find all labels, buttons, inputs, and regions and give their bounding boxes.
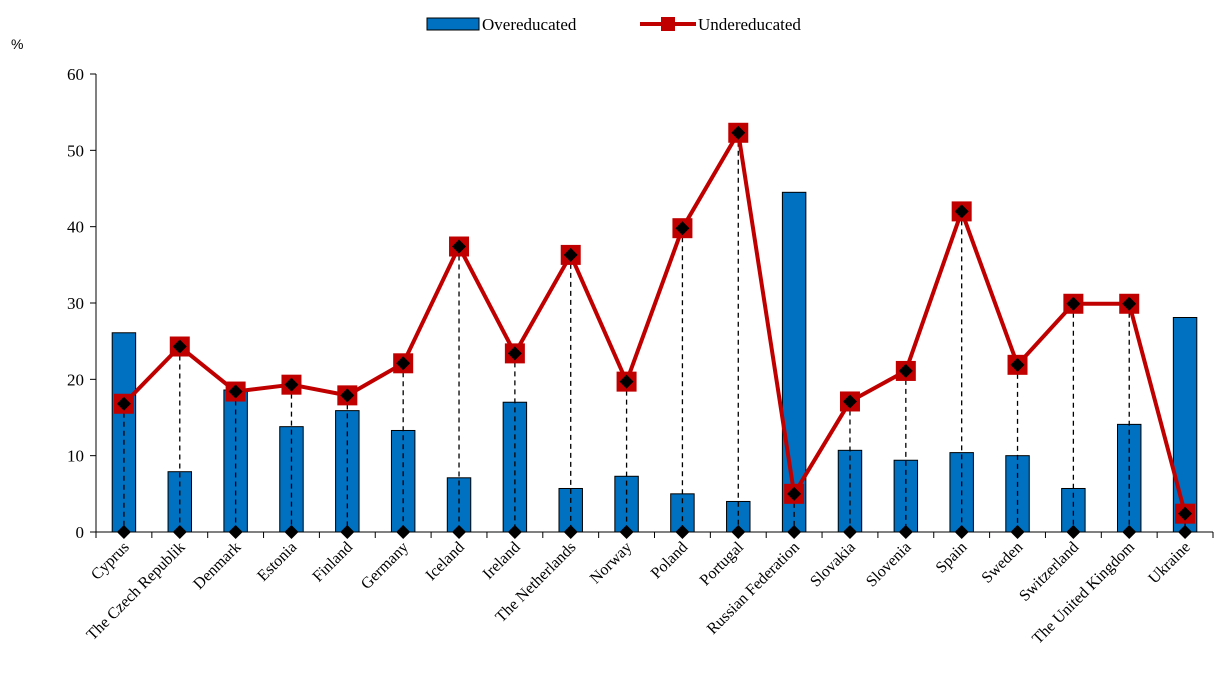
bar-7 — [502, 401, 528, 533]
point-diamond-17 — [1066, 296, 1081, 311]
base-diamond-15 — [954, 525, 969, 539]
base-diamond-11 — [731, 525, 746, 539]
y-tick-label: 20 — [67, 370, 84, 389]
point-diamond-9 — [619, 374, 634, 389]
y-tick-label: 30 — [67, 294, 84, 313]
x-tick-label-1: The Czech Republik — [84, 539, 189, 644]
base-diamond-17 — [1066, 525, 1081, 539]
point-diamond-3 — [284, 377, 299, 392]
base-markers — [116, 525, 1193, 539]
point-diamond-1 — [172, 339, 187, 354]
base-diamond-6 — [452, 525, 467, 539]
x-tick-label-19: Ukraine — [1145, 539, 1193, 587]
x-tick-label-4: Finland — [310, 539, 357, 586]
point-diamond-15 — [954, 204, 969, 219]
point-diamond-7 — [507, 346, 522, 361]
point-diamond-2 — [228, 384, 243, 399]
legend-swatch-overeducated — [426, 17, 480, 31]
legend-label-undereducated: Undereducated — [698, 15, 801, 34]
point-diamond-4 — [340, 388, 355, 403]
base-diamond-19 — [1178, 525, 1193, 539]
point-diamond-13 — [842, 394, 857, 409]
x-tick-label-14: Slovenia — [863, 539, 915, 591]
x-tick-label-9: Norway — [587, 539, 635, 587]
base-diamond-4 — [340, 525, 355, 539]
y-tick-label: 40 — [67, 218, 84, 237]
y-tick-label: 50 — [67, 141, 84, 160]
x-tick-label-5: Germany — [358, 539, 412, 593]
x-tick-label-15: Spain — [933, 539, 971, 577]
base-diamond-3 — [284, 525, 299, 539]
base-diamond-1 — [172, 525, 187, 539]
point-diamond-6 — [452, 239, 467, 254]
undereducated-series — [113, 122, 1196, 524]
bars — [111, 191, 1198, 533]
point-diamond-0 — [116, 396, 131, 411]
base-diamond-7 — [507, 525, 522, 539]
x-tick-label-12: Russian Federation — [704, 539, 803, 638]
base-diamond-13 — [842, 525, 857, 539]
x-tick-label-18: The United Kingdom — [1029, 538, 1138, 647]
x-tick-label-0: Cyprus — [88, 539, 133, 584]
base-diamond-9 — [619, 525, 634, 539]
bar-6 — [446, 477, 472, 533]
point-diamond-12 — [787, 486, 802, 501]
point-diamond-19 — [1178, 506, 1193, 521]
point-diamond-11 — [731, 125, 746, 140]
y-tick-label: 10 — [67, 447, 84, 466]
x-tick-label-13: Slovakia — [807, 539, 859, 591]
legend-label-overeducated: Overeducated — [482, 15, 577, 34]
base-diamond-10 — [675, 525, 690, 539]
point-diamond-5 — [396, 356, 411, 371]
base-diamond-12 — [787, 525, 802, 539]
point-diamond-8 — [563, 247, 578, 262]
base-diamond-8 — [563, 525, 578, 539]
bar-19 — [1172, 317, 1198, 533]
base-diamond-2 — [228, 525, 243, 539]
point-diamond-16 — [1010, 357, 1025, 372]
x-tick-label-6: Iceland — [423, 539, 468, 584]
legend-marker-undereducated — [661, 17, 675, 31]
x-tick-label-7: Ireland — [480, 539, 524, 583]
y-unit-label: % — [11, 36, 23, 52]
point-diamond-10 — [675, 221, 690, 236]
y-tick-label: 0 — [76, 523, 85, 542]
base-diamond-14 — [898, 525, 913, 539]
point-diamond-14 — [898, 363, 913, 378]
base-diamond-0 — [116, 525, 131, 539]
x-tick-label-11: Portugal — [697, 538, 748, 589]
base-diamond-5 — [396, 525, 411, 539]
legend: Overeducated Undereducated — [426, 15, 801, 34]
point-diamond-18 — [1122, 296, 1137, 311]
base-diamond-16 — [1010, 525, 1025, 539]
x-tick-label-16: Sweden — [979, 539, 1027, 587]
base-diamond-18 — [1122, 525, 1137, 539]
y-tick-label: 60 — [67, 65, 84, 84]
x-tick-label-10: Poland — [648, 539, 691, 582]
x-tick-label-2: Denmark — [190, 539, 244, 593]
x-tick-label-3: Estonia — [254, 539, 300, 585]
